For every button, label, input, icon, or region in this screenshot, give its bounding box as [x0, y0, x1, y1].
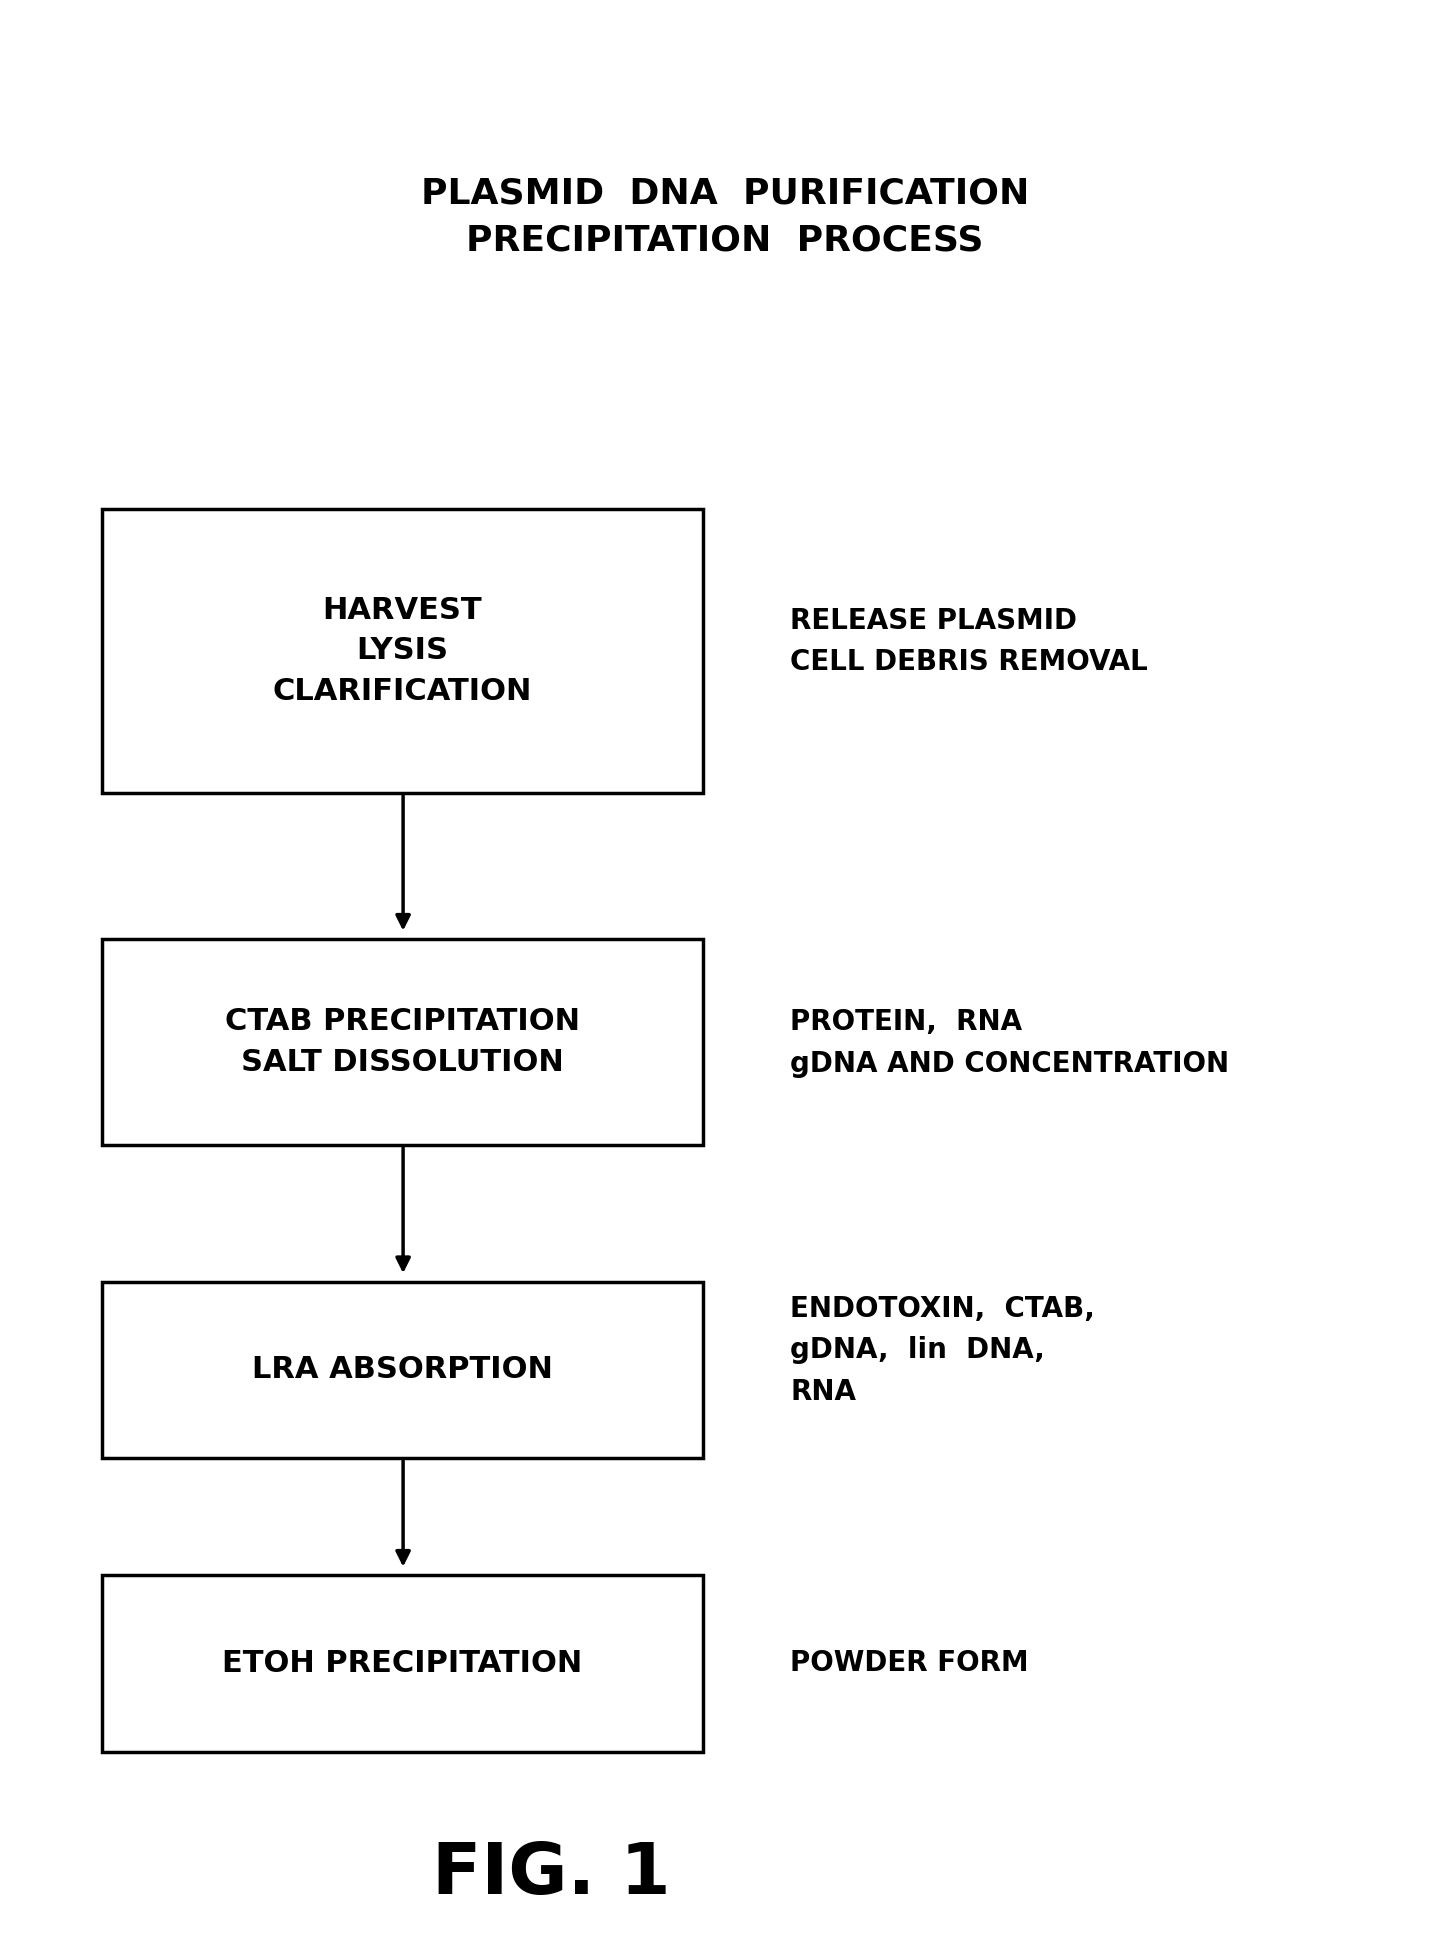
Text: PLASMID  DNA  PURIFICATION
PRECIPITATION  PROCESS: PLASMID DNA PURIFICATION PRECIPITATION P… — [420, 176, 1030, 258]
Text: FIG. 1: FIG. 1 — [432, 1840, 670, 1910]
Text: HARVEST
LYSIS
CLARIFICATION: HARVEST LYSIS CLARIFICATION — [273, 595, 532, 706]
Bar — [102, 1282, 703, 1458]
Text: CTAB PRECIPITATION
SALT DISSOLUTION: CTAB PRECIPITATION SALT DISSOLUTION — [225, 1008, 580, 1076]
Text: PROTEIN,  RNA
gDNA AND CONCENTRATION: PROTEIN, RNA gDNA AND CONCENTRATION — [790, 1008, 1230, 1078]
Text: RELEASE PLASMID
CELL DEBRIS REMOVAL: RELEASE PLASMID CELL DEBRIS REMOVAL — [790, 607, 1148, 677]
Bar — [102, 509, 703, 793]
Bar — [102, 939, 703, 1145]
Text: POWDER FORM: POWDER FORM — [790, 1650, 1030, 1677]
Text: ENDOTOXIN,  CTAB,
gDNA,  lin  DNA,
RNA: ENDOTOXIN, CTAB, gDNA, lin DNA, RNA — [790, 1296, 1095, 1405]
Text: ETOH PRECIPITATION: ETOH PRECIPITATION — [222, 1650, 583, 1677]
Text: LRA ABSORPTION: LRA ABSORPTION — [252, 1356, 552, 1384]
Bar — [102, 1575, 703, 1752]
